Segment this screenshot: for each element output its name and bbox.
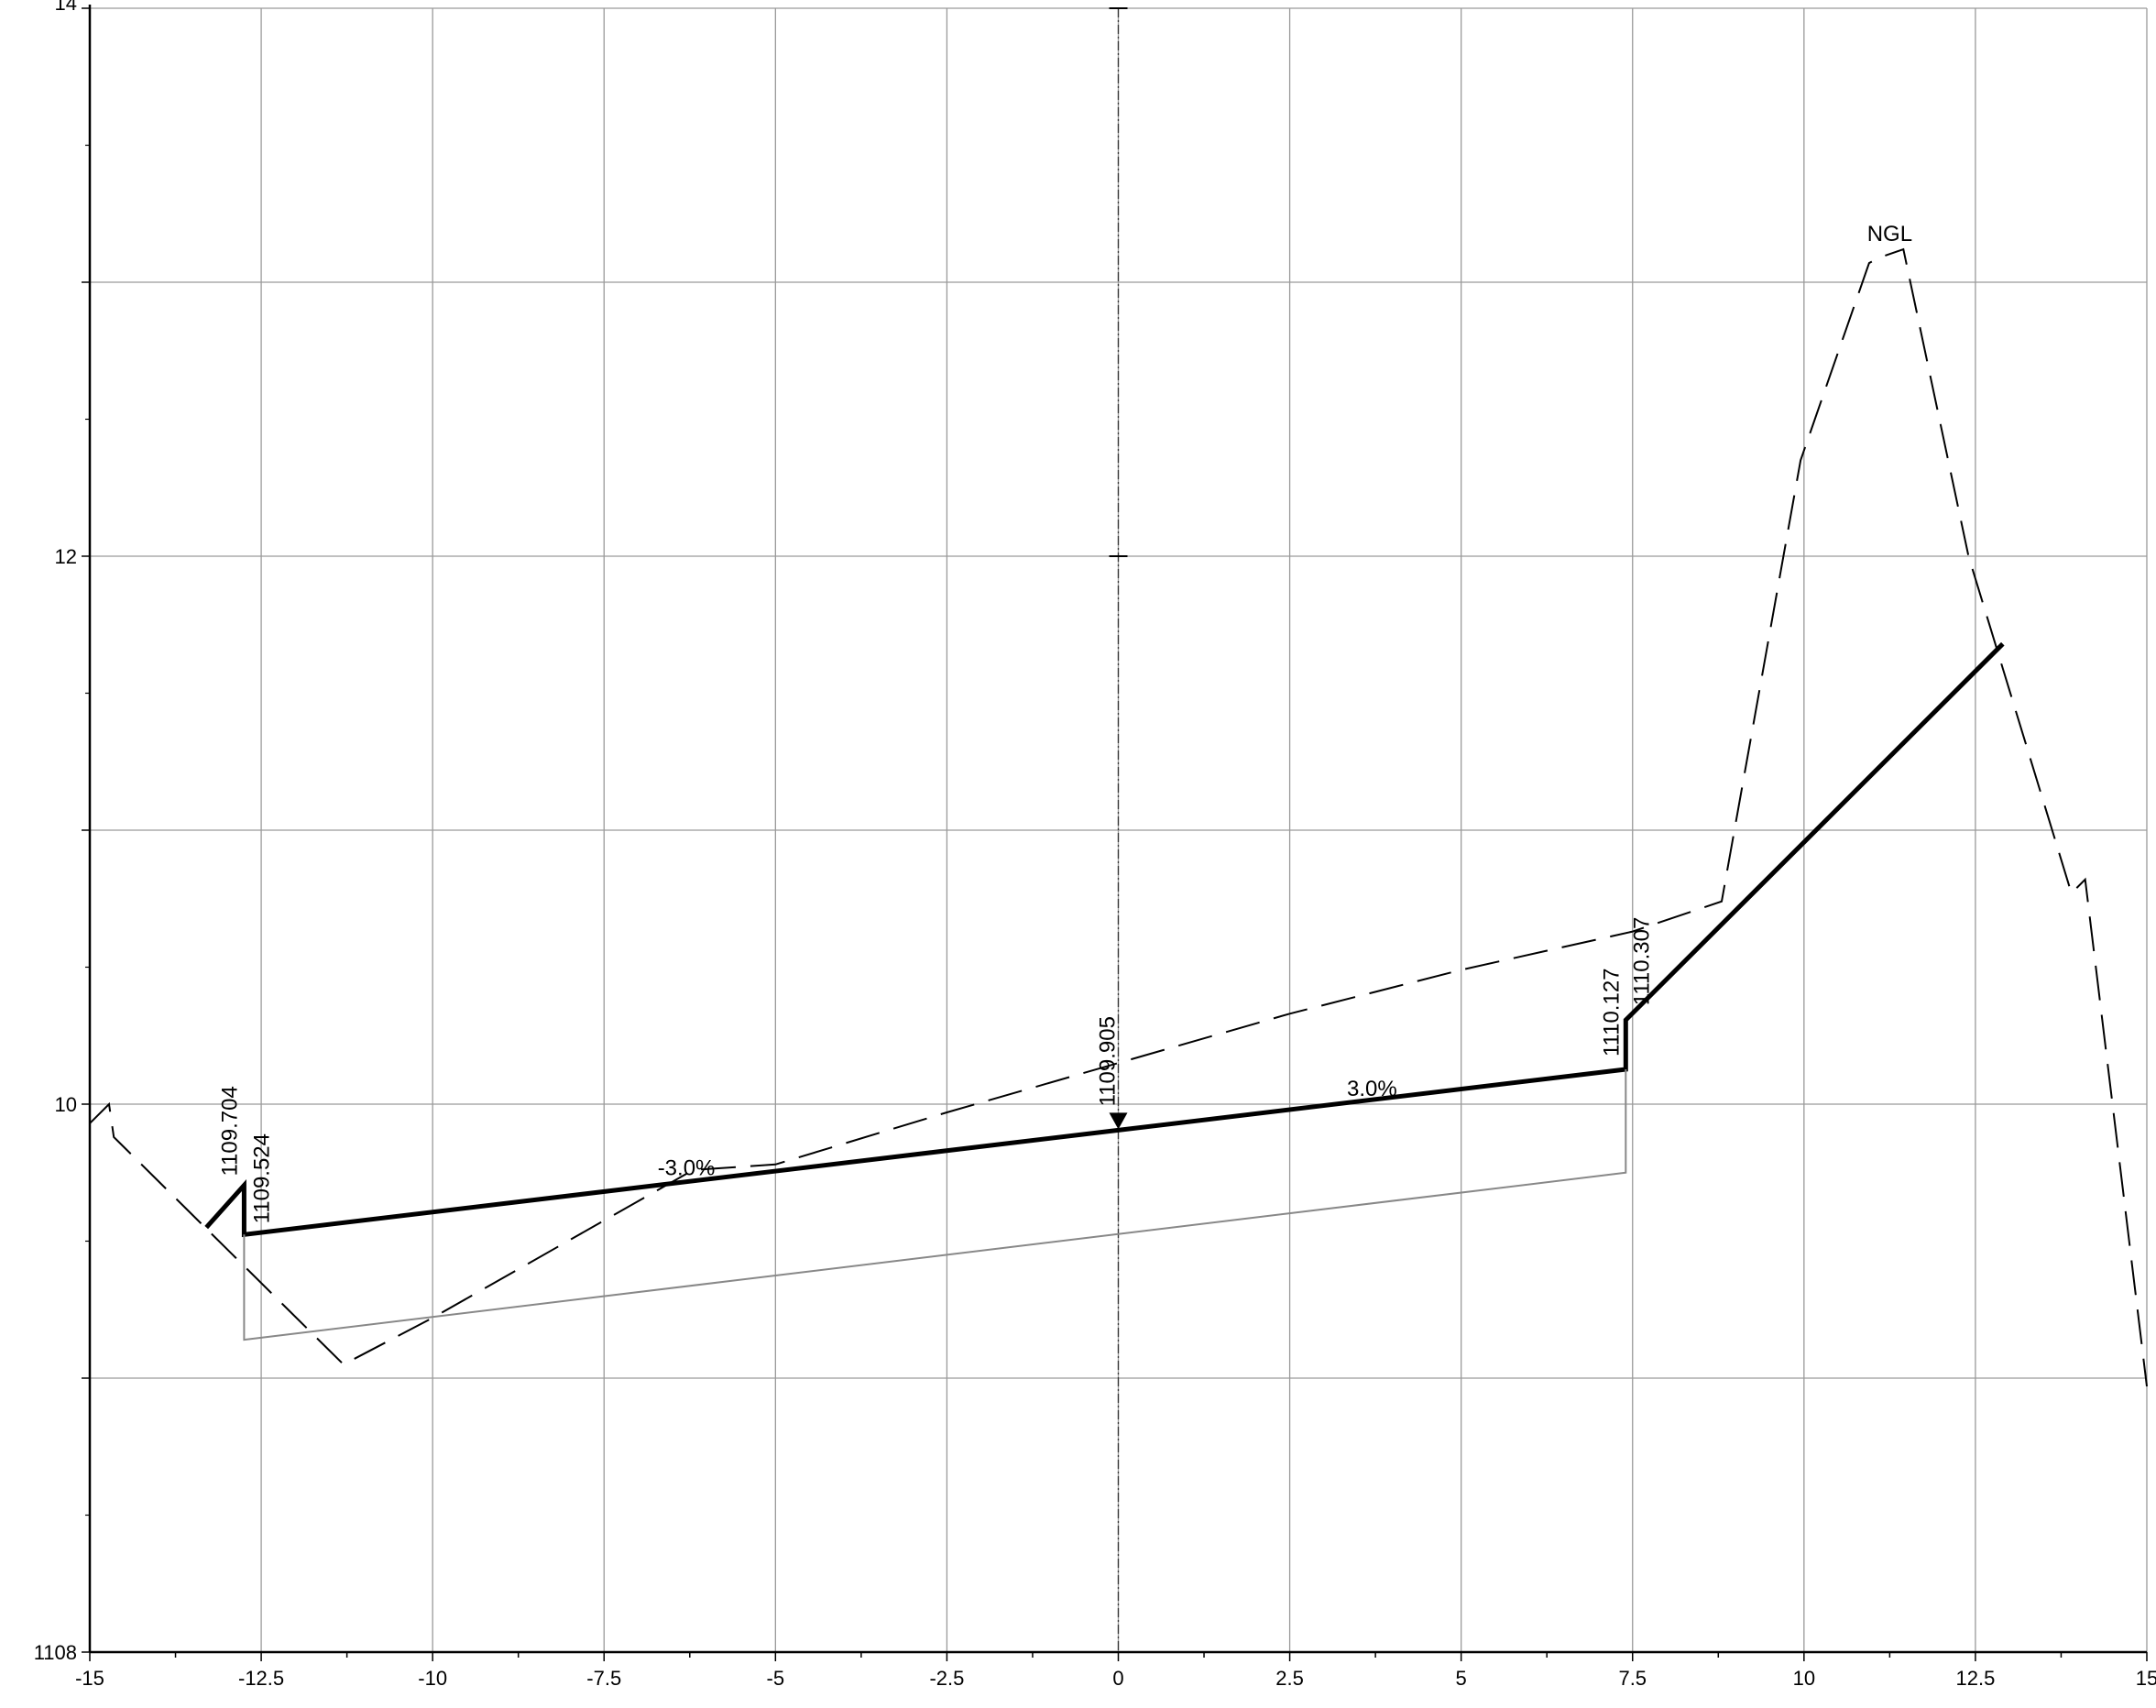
elevation-label: 1109.524	[249, 1133, 274, 1223]
x-tick-label: 10	[1793, 1667, 1815, 1690]
series-line-solid-thick	[204, 641, 2005, 1238]
x-tick-label: 5	[1456, 1667, 1467, 1690]
x-tick-label: 2.5	[1275, 1667, 1304, 1690]
y-tick-label: 1108	[34, 1641, 77, 1664]
y-tick-label: 12	[55, 545, 77, 568]
y-tick-label: 10	[55, 1093, 77, 1116]
annotations: 1109.704 1109.524 1109.905 1110.1271110.307…	[217, 222, 1912, 1223]
x-tick-label: -15	[75, 1667, 104, 1690]
axes: -15 -12.5 -10 -7.5 -5 -2.5 0 2.5 5 7.5 10 12.5 15 110…	[34, 0, 2156, 1690]
series-group	[89, 247, 2148, 1387]
elevation-label: 1110.307	[1629, 917, 1654, 1006]
x-tick-label: -10	[418, 1667, 447, 1690]
elevation-label: 1109.905	[1096, 1016, 1121, 1106]
x-tick-label: -7.5	[586, 1667, 621, 1690]
series-line-ngl	[89, 247, 2148, 1387]
elevation-label: 1110.127	[1599, 968, 1624, 1057]
x-tick-label: 12.5	[1956, 1667, 1996, 1690]
ngl-label: NGL	[1867, 222, 1912, 246]
grade-label: -3.0%	[658, 1156, 716, 1181]
x-tick-label: -12.5	[238, 1667, 284, 1690]
x-tick-label: 15	[2136, 1667, 2156, 1690]
y-tick-label: 14	[55, 0, 77, 15]
x-tick-label: 7.5	[1618, 1667, 1647, 1690]
centerline	[1109, 7, 1128, 1652]
level-marker-triangle	[1109, 1112, 1128, 1130]
x-tick-label: -2.5	[929, 1667, 964, 1690]
series-line-solid-thin	[243, 1069, 1627, 1341]
x-tick-label: -5	[767, 1667, 785, 1690]
elevation-label: 1109.704	[217, 1086, 242, 1176]
grade-label: 3.0%	[1347, 1077, 1397, 1101]
x-tick-label: 0	[1112, 1667, 1123, 1690]
